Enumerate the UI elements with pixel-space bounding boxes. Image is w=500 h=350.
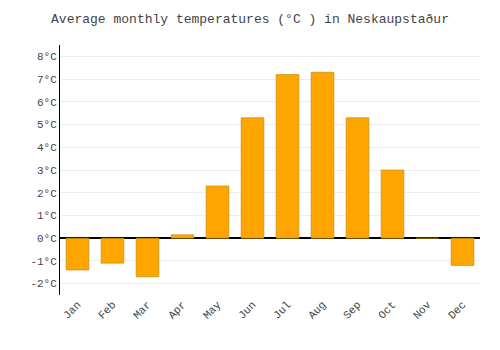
svg-text:2°C: 2°C — [37, 188, 57, 200]
svg-text:6°C: 6°C — [37, 97, 57, 109]
svg-text:May: May — [201, 299, 224, 322]
svg-text:-2°C: -2°C — [30, 278, 57, 290]
svg-text:Jul: Jul — [271, 299, 293, 321]
svg-text:Nov: Nov — [411, 299, 434, 322]
svg-text:Dec: Dec — [446, 299, 468, 321]
svg-text:7°C: 7°C — [37, 74, 57, 86]
svg-text:4°C: 4°C — [37, 142, 57, 154]
svg-text:Aug: Aug — [306, 299, 328, 321]
svg-text:Sep: Sep — [341, 299, 363, 321]
svg-text:5°C: 5°C — [37, 119, 57, 131]
svg-text:Feb: Feb — [96, 299, 118, 321]
svg-text:Oct: Oct — [376, 299, 398, 321]
svg-text:1°C: 1°C — [37, 210, 57, 222]
svg-text:3°C: 3°C — [37, 165, 57, 177]
svg-text:-1°C: -1°C — [30, 256, 57, 268]
svg-text:Apr: Apr — [166, 299, 188, 321]
svg-text:Jan: Jan — [61, 299, 83, 321]
svg-text:0°C: 0°C — [37, 233, 57, 245]
svg-text:Jun: Jun — [236, 299, 258, 321]
svg-text:Mar: Mar — [131, 299, 153, 321]
svg-text:Average monthly temperatures (: Average monthly temperatures (°C ) in Ne… — [51, 12, 449, 27]
svg-text:8°C: 8°C — [37, 51, 57, 63]
